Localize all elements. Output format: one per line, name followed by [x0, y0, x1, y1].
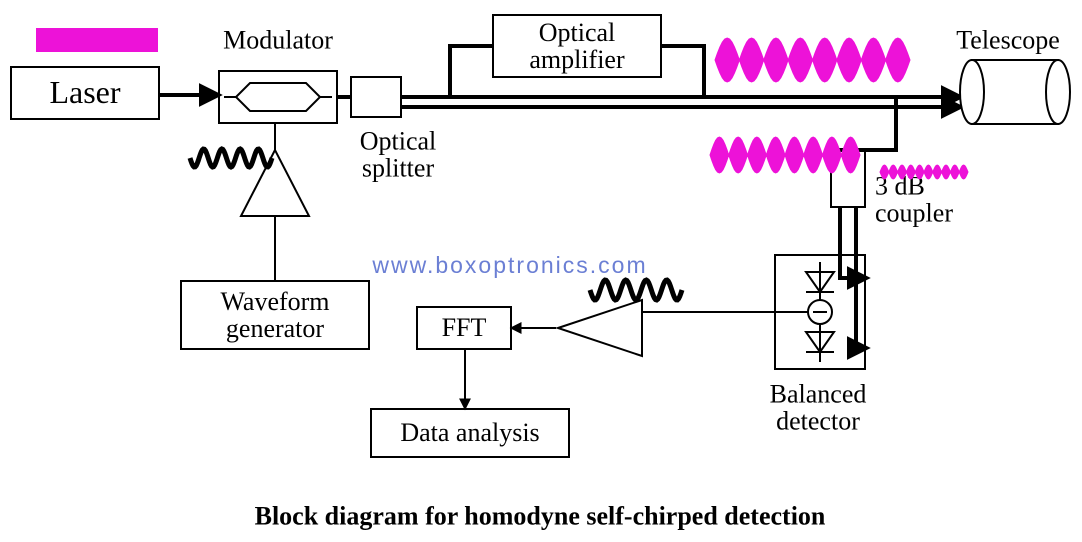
data-analysis-block: Data analysis — [370, 408, 570, 458]
watermark-text: www.boxoptronics.com — [372, 253, 647, 277]
coupler-block — [830, 148, 866, 208]
laser-label: Laser — [49, 76, 120, 110]
accent-bar — [36, 28, 158, 52]
coupler-label: 3 dB coupler — [875, 173, 953, 228]
optical-splitter-block — [350, 76, 402, 118]
fft-label: FFT — [442, 314, 487, 341]
laser-block: Laser — [10, 66, 160, 120]
caption-text: Block diagram for homodyne self-chirped … — [255, 502, 826, 529]
balanced-detector-block — [774, 254, 866, 370]
wfgen-label: Waveform generator — [220, 288, 329, 343]
telescope-label: Telescope — [956, 26, 1060, 53]
waveform-generator-block: Waveform generator — [180, 280, 370, 350]
optical-amplifier-block: Optical amplifier — [492, 14, 662, 78]
fft-block: FFT — [416, 306, 512, 350]
balanced-label: Balanced detector — [770, 381, 867, 436]
modulator-label: Modulator — [223, 26, 333, 53]
splitter-label: Optical splitter — [360, 128, 437, 183]
amplifier-label: Optical amplifier — [529, 19, 624, 74]
modulator-block — [218, 70, 338, 124]
dataana-label: Data analysis — [400, 419, 539, 446]
